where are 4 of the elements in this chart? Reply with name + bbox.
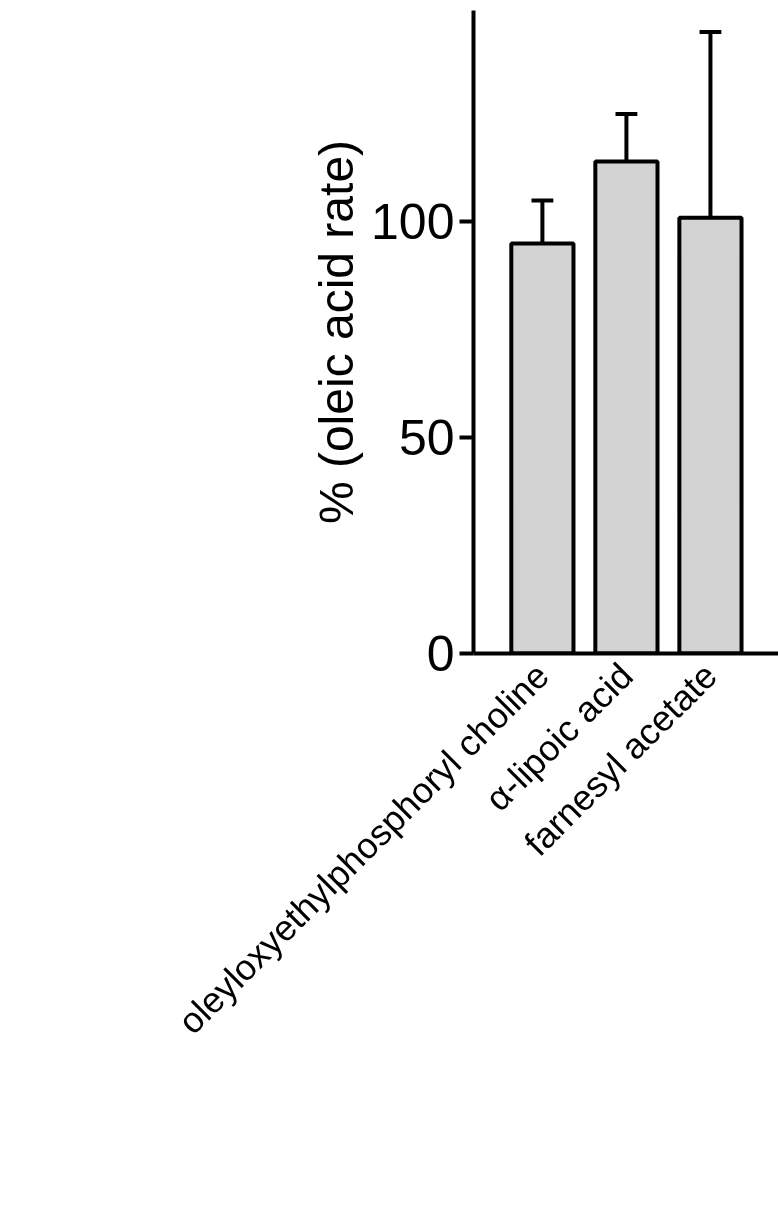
y-tick-label: 100 (371, 194, 455, 251)
y-tick-label: 0 (426, 626, 455, 682)
y-tick-label: 50 (398, 410, 455, 467)
y-axis-title: % (oleic acid rate) (310, 139, 364, 525)
